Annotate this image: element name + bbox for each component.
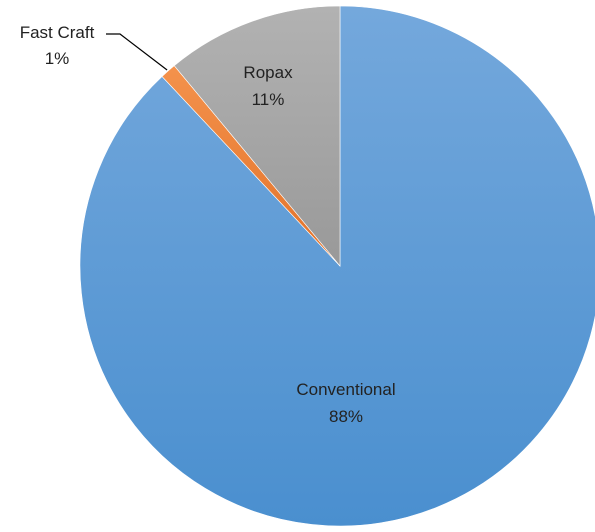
conventional-category-label: Conventional [296,380,395,399]
pie-slices [79,5,595,527]
conventional-percent-label: 88% [329,407,363,426]
pie-labels: Conventional 88% Ropax 11% Fast Craft 1% [20,23,396,426]
fast-craft-category-label: Fast Craft [20,23,95,42]
ropax-percent-label: 11% [252,90,285,109]
ropax-category-label: Ropax [243,63,293,82]
slice-ropax [173,5,341,267]
fast-craft-percent-label: 1% [45,49,70,68]
slice-conventional [79,5,595,527]
fast-craft-leader-line [106,33,168,71]
